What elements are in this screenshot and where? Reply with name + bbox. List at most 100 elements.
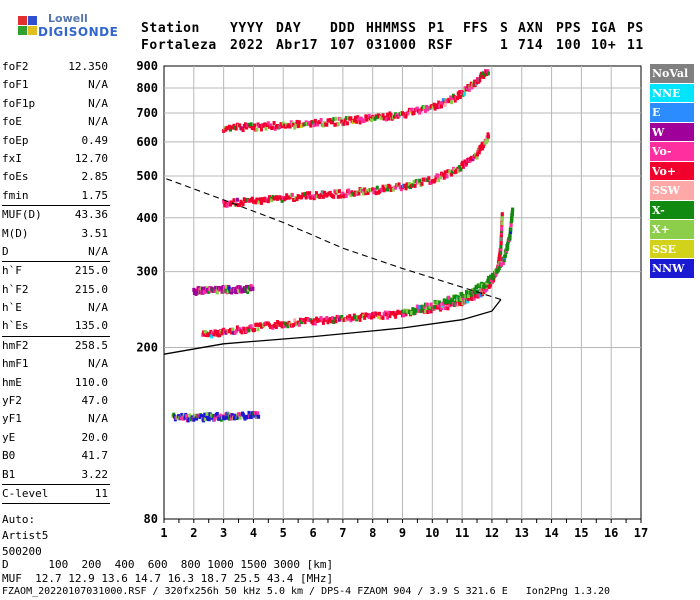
y-tick-label: 300 [136,265,158,279]
echo-0 [499,235,503,240]
echo-0 [381,315,385,320]
echo-1 [503,253,507,258]
echo-1 [432,305,436,310]
echo-3 [266,121,270,126]
param-value: N/A [88,115,108,129]
echo-0 [229,327,233,332]
logo-square-red [18,16,27,25]
x-tick-label: 16 [604,526,618,540]
echo-0 [328,317,332,322]
echo-2 [388,184,392,189]
echo-2 [319,192,323,197]
echo-0 [489,282,493,287]
param-row: foEs 2.85 [2,168,110,186]
param-value: 2.85 [81,170,109,184]
echo-3 [309,123,313,128]
echo-2 [258,197,262,202]
echo-3 [440,100,444,105]
echo-0 [203,330,207,335]
param-value: 110.0 [74,375,108,389]
echo-2 [279,196,283,201]
param-key: foF2 [2,60,29,73]
echo-0 [371,312,375,317]
echo-0 [498,255,502,260]
param-separator [2,261,110,263]
echo-1 [501,261,505,266]
echo-2 [442,175,446,180]
echo-4 [228,412,232,417]
echo-3 [318,120,322,125]
header-value-8: 714 [518,38,544,53]
echo-3 [234,126,238,131]
legend-item-w: W [650,122,694,142]
echo-3 [255,127,259,132]
param-row: hmE 110.0 [2,374,110,392]
echo-3 [331,120,335,125]
echo-3 [412,110,416,115]
x-tick-label: 7 [339,526,346,540]
echo-2 [336,194,340,199]
echo-2 [450,169,454,174]
echo-2 [223,203,227,208]
param-value: 47.0 [81,394,109,408]
echo-2 [479,144,483,149]
echo-3 [328,117,332,122]
echo-3 [423,108,427,113]
echo-0 [255,322,259,327]
echo-1 [508,232,512,237]
echo-1 [418,305,422,310]
echo-3 [462,91,466,96]
echo-0 [423,309,427,314]
echo-3 [370,117,374,122]
echo-0 [340,314,344,319]
header-label-3: DDD [330,21,356,36]
echo-3 [433,106,437,111]
echo-2 [222,199,226,204]
echo-4 [257,414,261,419]
echo-2 [362,191,366,196]
echo-0 [292,322,296,327]
legend-item-sse: SSE [650,239,694,259]
param-key: B1 [2,467,16,481]
echo-2 [481,146,485,151]
echo-0 [470,296,474,301]
x-tick-label: 10 [425,526,439,540]
echo-5 [221,285,225,290]
echo-3 [281,121,285,126]
echo-0 [303,320,307,325]
param-row: hmF1 N/A [2,355,110,373]
echo-1 [412,311,416,316]
echo-4 [194,413,198,418]
echo-4 [207,417,211,422]
param-key: h`E [2,301,22,315]
echo-2 [254,200,258,205]
param-row: MUF(D) 43.36 [2,206,110,224]
echo-0 [370,315,374,320]
echo-1 [510,211,514,216]
echo-1 [486,278,490,283]
echo-2 [349,193,353,198]
echo-1 [422,304,426,309]
echo-0 [311,321,315,326]
header-label-1: YYYY [230,21,264,36]
echo-3 [259,127,263,132]
echo-3 [278,124,282,129]
x-tick-label: 8 [369,526,376,540]
logo-square-blue [28,16,37,25]
echo-2 [456,166,460,171]
param-value: 11 [94,486,108,500]
echo-3 [333,122,337,127]
echo-0 [497,257,501,262]
echo-0 [426,310,430,315]
echo-0 [387,310,391,315]
echo-2 [443,170,447,175]
echo-0 [210,334,214,339]
logo-square-yellow [28,26,37,35]
legend-item-ssw: SSW [650,181,694,201]
echo-0 [334,319,338,324]
echo-2 [459,167,463,172]
echo-3 [380,116,384,121]
echo-0 [220,331,224,336]
echo-3 [334,116,338,121]
